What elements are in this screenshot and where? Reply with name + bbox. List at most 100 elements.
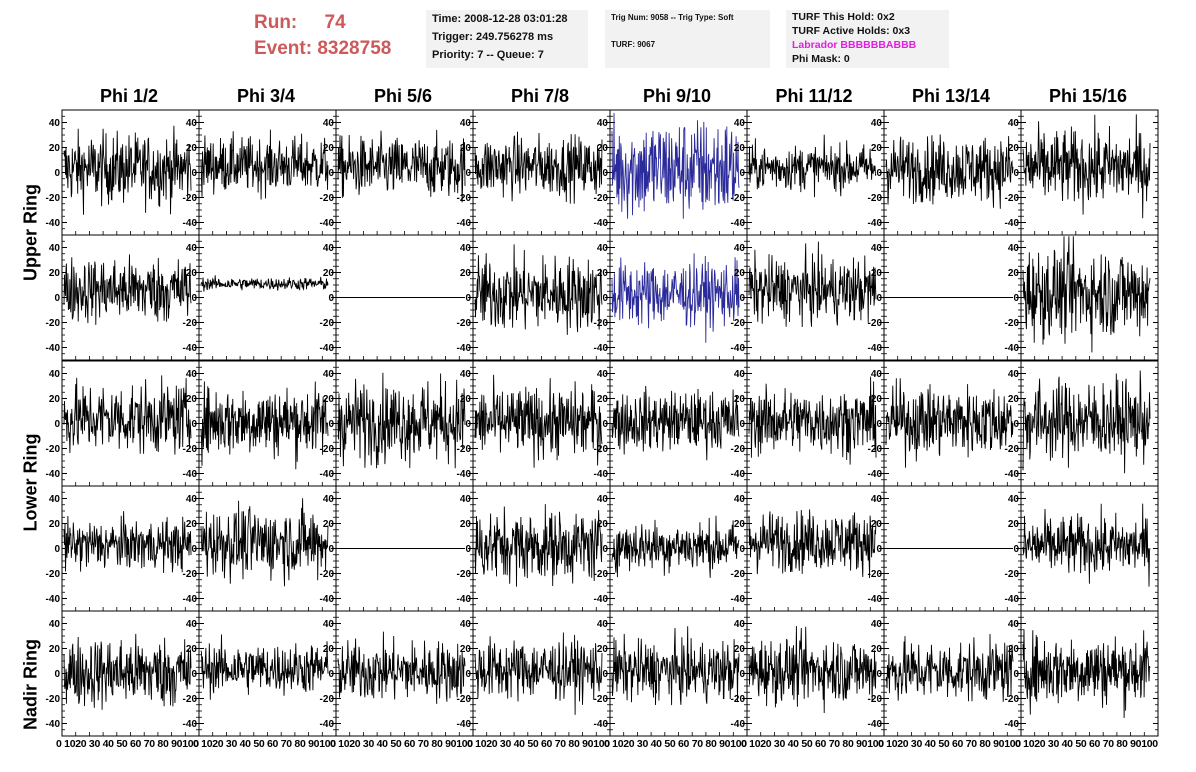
trig-info-box: Trig Num: 9058 -- Trig Type: Soft TURF: … xyxy=(605,10,770,68)
y-tick-label: 40 xyxy=(323,243,335,254)
y-tick-label: 0 xyxy=(602,669,608,680)
waveform-panel-r3-c7: -40 -20 0 20 40 xyxy=(1005,485,1159,612)
waveform-trace xyxy=(63,375,192,455)
trigger-line: Trigger: 249.756278 ms xyxy=(432,31,554,43)
y-tick-label: 40 xyxy=(460,118,472,129)
turf-info-box: TURF This Hold: 0x2 TURF Active Holds: 0… xyxy=(786,10,949,68)
y-tick-label: 20 xyxy=(871,519,883,530)
waveform-panel-r0-c5: -40 -20 0 20 40 xyxy=(731,109,885,236)
y-tick-label: 40 xyxy=(49,243,61,254)
y-tick-label: 0 xyxy=(1013,669,1019,680)
y-tick-label: 40 xyxy=(1008,619,1020,630)
labrador-line: Labrador BBBBBBABBB xyxy=(792,39,917,51)
y-tick-label: -20 xyxy=(183,569,198,580)
y-tick-label: 0 xyxy=(465,544,471,555)
y-tick-label: 20 xyxy=(323,394,335,405)
turf-active-line: TURF Active Holds: 0x3 xyxy=(792,25,911,37)
waveform-trace xyxy=(200,498,329,587)
y-tick-label: -20 xyxy=(594,318,609,329)
waveform-panel-r1-c3: -40 -20 0 20 40 xyxy=(457,234,611,361)
y-tick-label: 20 xyxy=(323,143,335,154)
y-tick-label: 20 xyxy=(49,394,61,405)
y-tick-label: 40 xyxy=(186,494,198,505)
y-tick-label: 0 xyxy=(328,544,334,555)
y-tick-label: 20 xyxy=(734,268,746,279)
run-header: Run: 74 xyxy=(254,12,346,34)
y-tick-label: -40 xyxy=(594,218,609,229)
column-title-phi-1-2: Phi 1/2 xyxy=(99,86,159,106)
y-tick-label: -40 xyxy=(868,343,883,354)
y-tick-label: -20 xyxy=(1005,318,1020,329)
waveform-trace xyxy=(885,633,1014,702)
waveform-panel-r0-c4: -40 -20 0 20 40 xyxy=(594,109,748,236)
y-tick-label: -20 xyxy=(1005,569,1020,580)
waveform-trace xyxy=(611,515,740,578)
y-tick-label: 0 xyxy=(876,168,882,179)
y-tick-label: 40 xyxy=(460,243,472,254)
y-tick-label: -20 xyxy=(183,694,198,705)
y-tick-label: 0 xyxy=(602,293,608,304)
trig-num-line: Trig Num: 9058 -- Trig Type: Soft xyxy=(611,13,734,22)
y-tick-label: -20 xyxy=(320,193,335,204)
y-tick-label: 0 xyxy=(328,669,334,680)
y-tick-label: -20 xyxy=(731,193,746,204)
panel-frame xyxy=(746,109,885,236)
y-tick-label: 20 xyxy=(323,519,335,530)
y-tick-label: 20 xyxy=(460,394,472,405)
y-tick-label: -40 xyxy=(1005,218,1020,229)
y-tick-label: 20 xyxy=(1008,644,1020,655)
waveform-trace xyxy=(748,134,877,198)
y-tick-label: 40 xyxy=(597,494,609,505)
y-tick-label: -40 xyxy=(183,719,198,730)
y-tick-label: 20 xyxy=(460,143,472,154)
y-tick-label: -20 xyxy=(320,444,335,455)
y-tick-label: 20 xyxy=(597,394,609,405)
waveform-trace xyxy=(1022,370,1151,474)
y-tick-label: 40 xyxy=(186,243,198,254)
y-tick-label: -40 xyxy=(320,469,335,480)
y-tick-label: 40 xyxy=(460,619,472,630)
y-tick-label: 0 xyxy=(191,669,197,680)
y-tick-label: -40 xyxy=(320,218,335,229)
waveform-trace xyxy=(200,634,329,700)
waveform-panel-r4-c4: -40 -20 0 20 40 xyxy=(594,610,748,737)
y-tick-label: -20 xyxy=(868,318,883,329)
y-tick-label: 40 xyxy=(323,369,335,380)
waveform-trace xyxy=(474,131,603,204)
y-tick-label: -40 xyxy=(46,343,61,354)
y-tick-label: 20 xyxy=(186,143,198,154)
column-title-phi-7-8: Phi 7/8 xyxy=(510,86,570,106)
event-value: 8328758 xyxy=(317,38,392,59)
y-tick-label: 40 xyxy=(1008,369,1020,380)
y-tick-label: 40 xyxy=(49,118,61,129)
y-tick-label: -40 xyxy=(46,218,61,229)
y-tick-label: -20 xyxy=(183,444,198,455)
y-tick-label: -20 xyxy=(320,569,335,580)
y-tick-label: -40 xyxy=(868,594,883,605)
waveform-trace xyxy=(200,381,329,470)
waveform-panel-r2-c1: -40 -20 0 20 40 xyxy=(183,360,337,487)
y-tick-label: 40 xyxy=(49,619,61,630)
y-tick-label: -20 xyxy=(868,694,883,705)
waveform-panel-r1-c5: -40 -20 0 20 40 xyxy=(731,234,885,361)
y-tick-label: 40 xyxy=(734,243,746,254)
y-tick-label: 0 xyxy=(465,293,471,304)
y-tick-label: 20 xyxy=(1008,519,1020,530)
y-tick-label: -20 xyxy=(594,569,609,580)
y-tick-label: 40 xyxy=(597,243,609,254)
run-label: Run: xyxy=(254,12,298,33)
waveform-panel-r3-c6: -40 -20 0 20 40 xyxy=(868,485,1022,612)
waveform-panel-r3-c4: -40 -20 0 20 40 xyxy=(594,485,748,612)
y-tick-label: 40 xyxy=(323,494,335,505)
y-tick-label: -40 xyxy=(594,719,609,730)
y-tick-label: -40 xyxy=(868,469,883,480)
y-tick-label: 40 xyxy=(734,494,746,505)
y-tick-label: 20 xyxy=(323,644,335,655)
y-tick-label: -40 xyxy=(1005,469,1020,480)
waveform-panel-r2-c2: -40 -20 0 20 40 xyxy=(320,360,474,487)
y-tick-label: 40 xyxy=(871,619,883,630)
y-tick-label: 0 xyxy=(328,293,334,304)
y-tick-label: 40 xyxy=(460,494,472,505)
y-tick-label: 20 xyxy=(597,519,609,530)
y-tick-label: -40 xyxy=(457,719,472,730)
